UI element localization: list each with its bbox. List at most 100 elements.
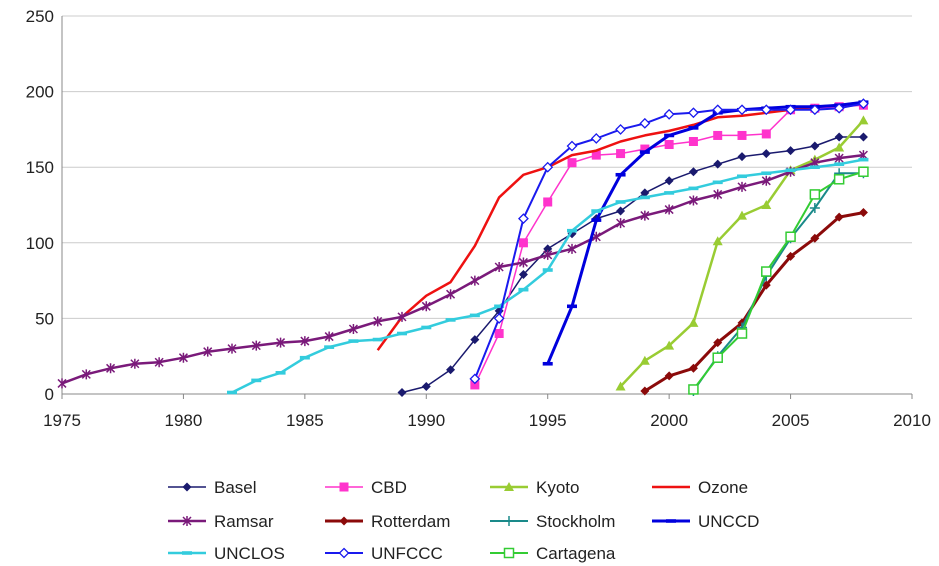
series-line-ramsar — [61, 153, 864, 385]
data-point-unclos — [591, 209, 602, 213]
data-point-kyoto — [761, 200, 772, 209]
data-point-rotterdam — [664, 371, 674, 381]
data-point-basel — [616, 206, 626, 216]
x-tick-label: 2005 — [772, 411, 810, 430]
data-point-ramsar — [300, 336, 310, 347]
legend-item-basel: Basel — [168, 478, 257, 497]
legend-item-unclos: UNCLOS — [168, 544, 285, 563]
data-point-ramsar — [761, 175, 771, 186]
legend-label: UNFCCC — [371, 544, 443, 563]
data-point-basel — [470, 335, 480, 345]
series-cartagena — [688, 166, 869, 395]
data-point-unfccc — [542, 161, 554, 173]
legend-marker — [504, 516, 514, 526]
data-point-unclos — [785, 168, 796, 173]
data-point-basel — [543, 244, 553, 254]
data-point-unclos — [469, 313, 480, 318]
data-point-unccd — [639, 150, 650, 154]
data-point-kyoto — [737, 210, 747, 220]
data-point-ramsar — [737, 181, 747, 192]
data-point-ramsar — [446, 289, 456, 300]
data-point-ramsar — [81, 369, 91, 380]
data-point-basel — [858, 132, 868, 142]
data-point-cbd — [664, 140, 674, 150]
data-point-cbd — [761, 129, 771, 139]
data-point-unclos — [251, 378, 262, 383]
data-point-ramsar — [543, 249, 553, 260]
legend-marker — [339, 482, 349, 492]
y-tick-label: 50 — [35, 309, 54, 328]
data-point-ramsar — [713, 189, 723, 200]
data-point-unclos — [397, 331, 407, 336]
legend-item-cartagena: Cartagena — [490, 544, 616, 563]
data-point-unccd — [688, 126, 699, 130]
data-point-kyoto — [639, 355, 650, 365]
data-point-stockholm — [809, 203, 820, 214]
data-point-unfccc — [785, 104, 796, 116]
legend-label: Ozone — [698, 478, 748, 497]
data-point-cartagena — [761, 266, 772, 277]
data-point-unfccc — [469, 373, 481, 385]
y-tick-label: 0 — [45, 385, 54, 404]
legend-item-stockholm: Stockholm — [490, 512, 615, 531]
series-ramsar — [57, 150, 868, 389]
legend-item-cbd: CBD — [325, 478, 407, 497]
legend-label: Ramsar — [214, 512, 274, 531]
x-tick-label: 1985 — [286, 411, 324, 430]
y-tick-label: 250 — [26, 7, 54, 26]
data-point-ramsar — [616, 218, 626, 229]
data-point-unfccc — [590, 133, 602, 144]
plot-area — [57, 98, 869, 397]
data-point-ramsar — [640, 210, 650, 221]
legend-marker — [182, 551, 192, 555]
data-point-unclos — [494, 304, 505, 309]
data-point-ramsar — [688, 195, 698, 206]
legend-label: Rotterdam — [371, 512, 450, 531]
data-point-basel — [786, 146, 796, 156]
data-point-basel — [421, 381, 431, 391]
data-point-basel — [834, 132, 844, 142]
x-tick-label: 1980 — [165, 411, 203, 430]
data-point-unclos — [518, 287, 529, 292]
data-point-basel — [810, 141, 820, 151]
series-unclos — [227, 157, 869, 395]
series-kyoto — [615, 115, 869, 391]
data-point-unccd — [664, 133, 675, 138]
data-point-unfccc — [639, 117, 651, 129]
x-tick-label: 2000 — [650, 411, 688, 430]
data-point-ramsar — [348, 323, 358, 334]
legend-item-ozone: Ozone — [652, 478, 748, 497]
data-point-kyoto — [615, 381, 626, 391]
data-point-ramsar — [470, 275, 480, 286]
legend-label: Basel — [214, 478, 257, 497]
gridlines — [62, 15, 912, 319]
data-point-unccd — [567, 304, 577, 309]
data-point-ramsar — [373, 316, 383, 327]
data-point-unfccc — [712, 104, 724, 116]
data-point-unfccc — [493, 312, 505, 324]
data-point-unccd — [591, 218, 602, 222]
data-point-unclos — [834, 162, 845, 166]
legend-marker — [338, 547, 350, 559]
x-tick-label: 1975 — [43, 411, 81, 430]
data-point-basel — [664, 176, 674, 186]
data-point-ramsar — [203, 346, 213, 357]
data-point-cbd — [688, 136, 698, 146]
data-point-unclos — [299, 355, 310, 360]
data-point-basel — [737, 152, 747, 162]
data-point-rotterdam — [688, 363, 698, 373]
data-point-unclos — [348, 339, 359, 343]
data-point-cartagena — [736, 328, 748, 339]
data-point-cbd — [567, 158, 577, 168]
data-point-cbd — [543, 197, 553, 207]
data-point-unclos — [761, 171, 772, 176]
legend-label: Kyoto — [536, 478, 579, 497]
data-point-unfccc — [809, 104, 821, 116]
data-point-cbd — [616, 149, 626, 159]
legend: Basel CBD Kyoto Ozone Ramsar Rotterdam Stockho… — [168, 478, 759, 563]
data-point-basel — [688, 167, 698, 177]
y-tick-labels: 0 50 100 150 200 250 — [26, 7, 54, 404]
series-basel — [397, 132, 868, 397]
x-tick-label: 2010 — [893, 411, 931, 430]
